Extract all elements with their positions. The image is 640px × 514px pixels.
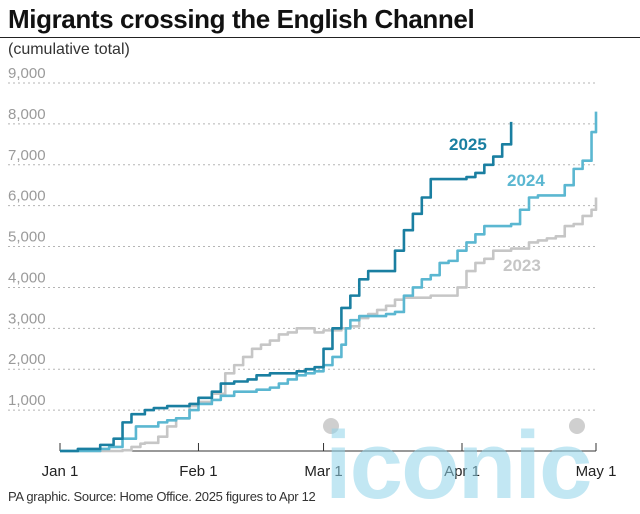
x-tick-label: Jan 1 <box>42 463 79 480</box>
y-tick-label: 1,000 <box>8 392 46 409</box>
x-tick-label: Mar 1 <box>304 463 342 480</box>
series-label-2025: 2025 <box>449 135 487 154</box>
y-tick-label: 8,000 <box>8 106 46 123</box>
series-label-2023: 2023 <box>503 256 541 275</box>
chart-title: Migrants crossing the English Channel <box>8 4 475 34</box>
watermark-dot <box>323 418 339 434</box>
title-divider <box>0 37 640 38</box>
chart-subtitle: (cumulative total) <box>8 41 130 58</box>
series-label-2024: 2024 <box>507 171 545 190</box>
series-line-2025 <box>60 121 513 453</box>
y-tick-label: 6,000 <box>8 188 46 205</box>
x-tick-label: May 1 <box>576 463 617 480</box>
y-tick-label: 3,000 <box>8 310 46 327</box>
source-note: PA graphic. Source: Home Office. 2025 fi… <box>8 489 316 504</box>
x-tick-label: Apr 1 <box>444 463 480 480</box>
y-tick-label: 2,000 <box>8 351 46 368</box>
watermark-dot <box>569 418 585 434</box>
y-tick-label: 7,000 <box>8 147 46 164</box>
y-tick-label: 4,000 <box>8 269 46 286</box>
y-tick-label: 9,000 <box>8 65 46 82</box>
series-line-2024 <box>60 111 598 453</box>
x-tick-label: Feb 1 <box>179 463 217 480</box>
y-tick-label: 5,000 <box>8 229 46 246</box>
